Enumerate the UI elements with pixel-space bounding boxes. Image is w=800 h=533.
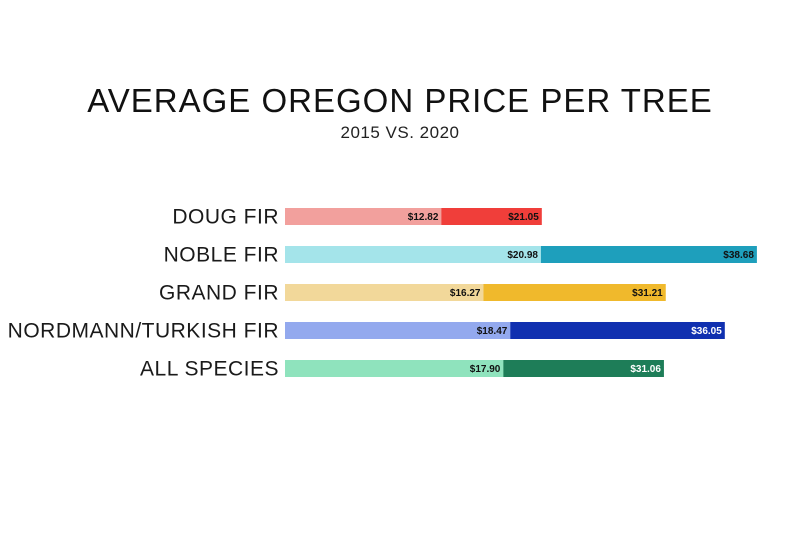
category-label-all-species: ALL SPECIES — [140, 358, 279, 381]
category-label-doug-fir: DOUG FIR — [172, 206, 279, 229]
bar-2015-doug-fir — [285, 208, 442, 225]
value-label-2020-grand-fir: $31.21 — [632, 288, 663, 299]
category-label-grand-fir: GRAND FIR — [159, 282, 279, 305]
category-label-nordmann-turkish-fir: NORDMANN/TURKISH FIR — [8, 320, 279, 343]
value-label-2020-all-species: $31.06 — [630, 364, 661, 375]
chart-title: AVERAGE OREGON PRICE PER TREE — [87, 82, 713, 119]
value-label-2015-nordmann-turkish-fir: $18.47 — [477, 326, 508, 337]
value-label-2015-noble-fir: $20.98 — [507, 250, 538, 261]
value-label-2020-doug-fir: $21.05 — [508, 212, 539, 223]
value-label-2020-nordmann-turkish-fir: $36.05 — [691, 326, 722, 337]
value-label-2015-all-species: $17.90 — [470, 364, 501, 375]
bar-2015-noble-fir — [285, 246, 541, 263]
bars-group: DOUG FIR $12.82 $21.05 NOBLE FIR $20.98 $38.6… — [8, 206, 757, 381]
value-label-2020-noble-fir: $38.68 — [723, 250, 754, 261]
bar-2015-grand-fir — [285, 284, 484, 301]
value-label-2015-grand-fir: $16.27 — [450, 288, 481, 299]
chart-subtitle: 2015 VS. 2020 — [341, 123, 460, 142]
bar-2015-nordmann-turkish-fir — [285, 322, 511, 339]
bar-2015-all-species — [285, 360, 504, 377]
category-label-noble-fir: NOBLE FIR — [164, 244, 279, 267]
value-label-2015-doug-fir: $12.82 — [408, 212, 439, 223]
